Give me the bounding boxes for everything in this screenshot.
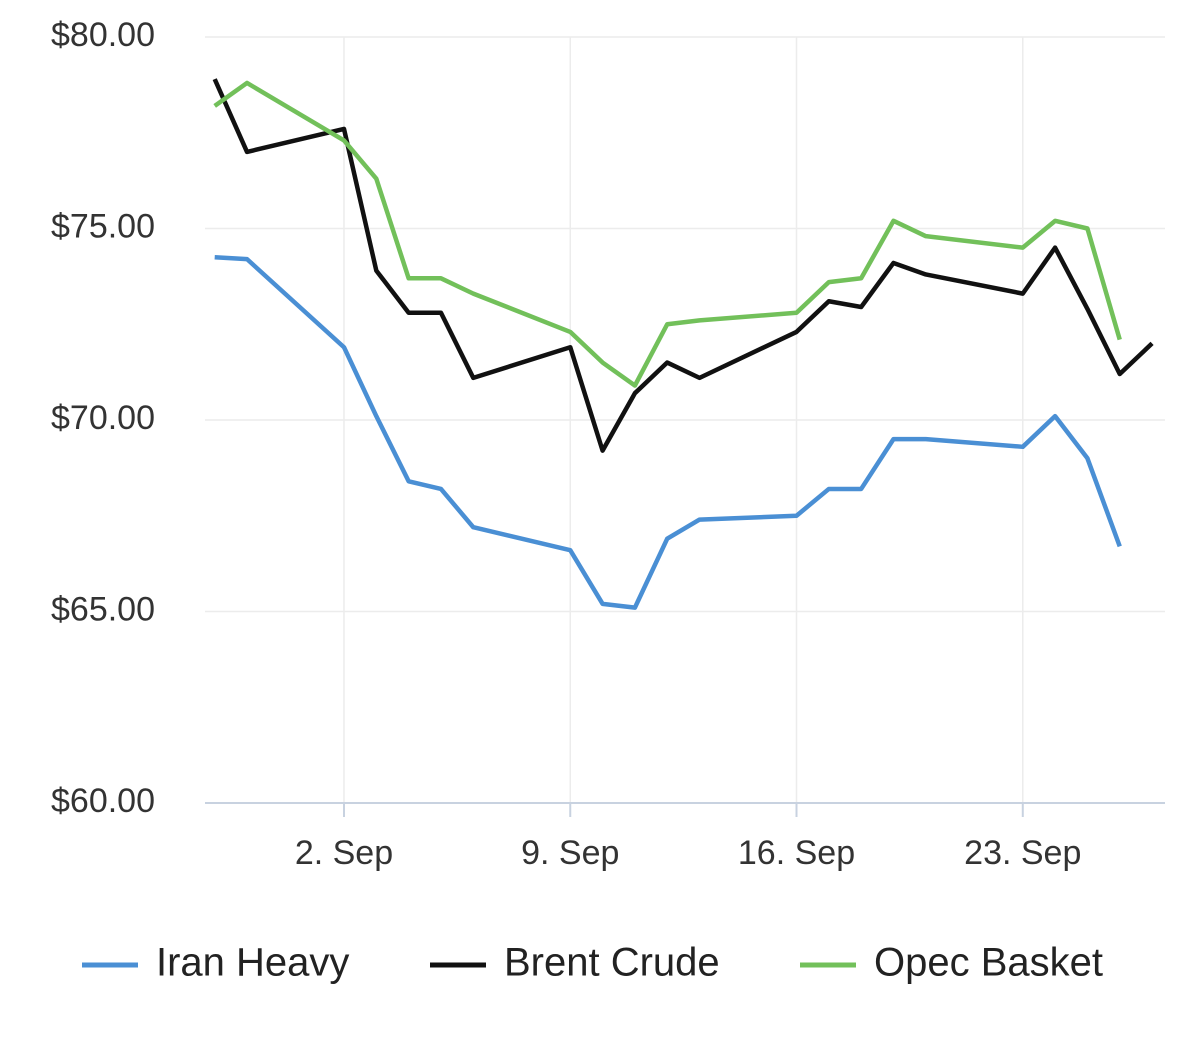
line-series (213, 80, 1122, 388)
legend-label: Opec Basket (874, 941, 1103, 985)
y-tick-label: $60.00 (51, 782, 155, 820)
y-tick-label: $65.00 (51, 590, 155, 628)
line-series (212, 78, 1154, 453)
line-series (214, 254, 1122, 610)
y-tick-label: $75.00 (51, 207, 155, 245)
x-tick-label: 16. Sep (738, 834, 855, 872)
legend-label: Brent Crude (504, 941, 720, 985)
y-tick-label: $80.00 (51, 16, 155, 54)
legend-label: Iran Heavy (156, 941, 349, 985)
x-tick-label: 2. Sep (295, 834, 393, 872)
x-tick-label: 9. Sep (521, 834, 619, 872)
x-tick-label: 23. Sep (964, 834, 1081, 872)
y-tick-label: $70.00 (51, 399, 155, 437)
